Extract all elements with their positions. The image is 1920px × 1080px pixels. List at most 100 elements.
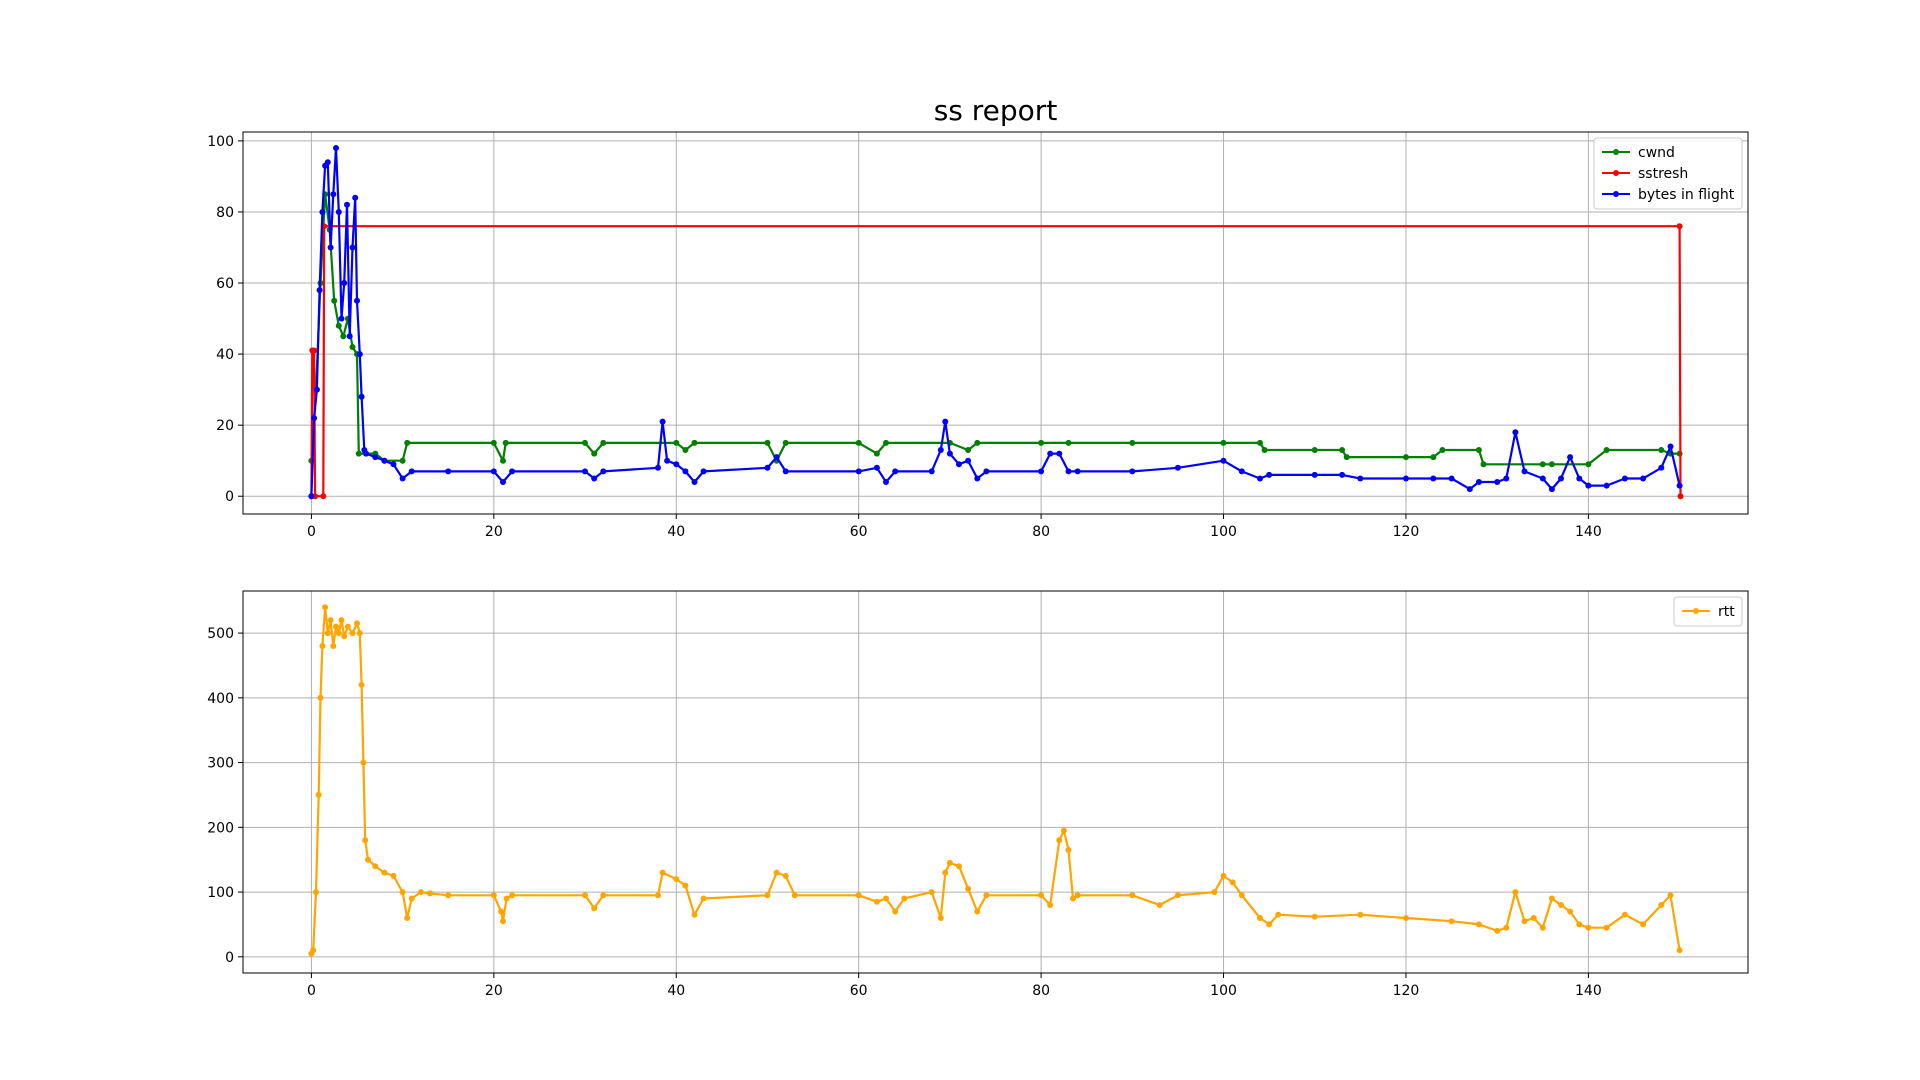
data-point — [324, 630, 331, 637]
data-point — [1640, 921, 1647, 928]
data-point — [782, 439, 789, 446]
chart-title: ss report — [933, 94, 1058, 127]
data-point — [659, 869, 666, 876]
data-point — [333, 623, 339, 630]
data-point — [1339, 471, 1346, 478]
data-point — [316, 287, 323, 294]
data-point — [313, 386, 320, 393]
data-point — [1677, 493, 1684, 500]
y-tick-label: 80 — [216, 205, 234, 221]
data-point — [673, 461, 680, 468]
data-point — [1065, 468, 1072, 475]
data-point — [764, 892, 771, 899]
data-point — [490, 892, 497, 899]
data-point — [1047, 450, 1054, 457]
data-point — [1676, 482, 1683, 489]
data-point — [1603, 482, 1610, 489]
y-tick-label: 60 — [216, 276, 234, 292]
legend-marker — [1613, 191, 1619, 197]
data-point — [946, 450, 953, 457]
data-point — [399, 889, 406, 896]
data-point — [591, 905, 598, 912]
data-point — [490, 468, 497, 475]
data-point — [855, 468, 862, 475]
data-point — [1238, 468, 1245, 475]
data-point — [965, 885, 972, 892]
x-tick-label: 100 — [1210, 983, 1237, 999]
y-tick-label: 100 — [207, 885, 234, 901]
data-point — [600, 468, 607, 475]
data-point — [873, 898, 880, 905]
series-cwnd — [308, 191, 1683, 468]
data-point — [1585, 482, 1592, 489]
data-point — [1430, 454, 1437, 461]
data-point — [937, 915, 944, 921]
data-point — [782, 468, 789, 475]
chart-panel-1: 0 20 40 60 80 100 120 140 0 20 40 60 80 100 cwnd sstres… — [207, 131, 1749, 540]
data-point — [655, 464, 661, 471]
data-point — [322, 604, 329, 611]
data-point — [1156, 902, 1163, 908]
data-point — [445, 892, 452, 899]
data-point — [1056, 837, 1063, 844]
y-tick-label: 20 — [216, 418, 234, 434]
data-point — [404, 915, 411, 921]
data-point — [372, 863, 379, 870]
data-point — [1403, 475, 1409, 482]
data-point — [1448, 475, 1455, 482]
data-point — [1667, 443, 1674, 450]
data-point — [335, 209, 342, 215]
data-point — [503, 895, 510, 902]
data-point — [942, 869, 949, 876]
data-point — [1548, 461, 1555, 468]
x-tick-label: 100 — [1210, 524, 1237, 540]
data-point — [363, 450, 370, 457]
chart-panel-2: 0 20 40 60 80 100 120 140 0 100 200 300 400 500 rtt — [207, 590, 1749, 999]
data-point — [1343, 454, 1350, 461]
data-point — [404, 439, 411, 446]
data-point — [358, 393, 365, 400]
data-point — [673, 439, 680, 446]
data-point — [1539, 475, 1546, 482]
data-point — [498, 908, 505, 915]
data-point — [782, 872, 789, 879]
data-point — [1448, 918, 1455, 925]
data-point — [1357, 475, 1364, 482]
x-tick-label: 140 — [1575, 524, 1602, 540]
data-point — [330, 643, 337, 649]
data-point — [338, 617, 345, 624]
data-point — [330, 191, 337, 198]
data-point — [691, 439, 698, 446]
data-point — [591, 450, 598, 457]
data-point — [509, 468, 516, 475]
data-point — [582, 468, 588, 475]
data-point — [362, 837, 369, 844]
legend-label: bytes in flight — [1638, 187, 1735, 203]
legend-box — [1593, 137, 1743, 210]
data-point — [317, 694, 324, 701]
y-tick-label: 100 — [207, 134, 234, 150]
data-point — [965, 457, 972, 464]
data-point — [1403, 915, 1409, 921]
data-point — [338, 315, 345, 322]
data-point — [341, 633, 348, 640]
data-point — [354, 297, 360, 304]
x-tick-label: 40 — [667, 524, 685, 540]
data-point — [1074, 468, 1081, 475]
data-point — [1521, 918, 1528, 925]
data-point — [1475, 921, 1482, 928]
data-point — [1676, 223, 1683, 230]
data-point — [1403, 454, 1409, 461]
data-point — [315, 791, 322, 798]
data-point — [1220, 457, 1227, 464]
x-tick-label: 60 — [850, 983, 868, 999]
data-point — [773, 454, 780, 461]
data-point — [356, 351, 363, 358]
data-point — [346, 333, 353, 340]
data-point — [1339, 447, 1346, 453]
data-point — [942, 418, 949, 425]
data-point — [340, 333, 347, 340]
data-point — [331, 297, 338, 304]
data-point — [892, 908, 899, 915]
